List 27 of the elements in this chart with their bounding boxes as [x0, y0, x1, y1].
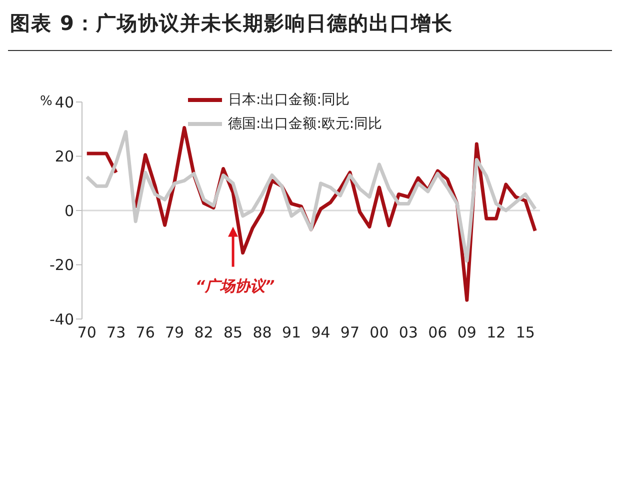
- x-tick-label: 09: [457, 324, 476, 342]
- y-tick-label: 20: [54, 148, 74, 166]
- y-tick-label: 0: [64, 202, 74, 220]
- x-tick-label: 06: [428, 324, 448, 342]
- y-tick-label: -20: [50, 256, 74, 274]
- x-tick-label: 85: [223, 324, 243, 342]
- y-tick-label: -40: [50, 310, 74, 328]
- y-axis-title: %: [40, 94, 52, 110]
- x-tick-label: 79: [165, 324, 184, 342]
- x-tick-label: 73: [106, 324, 126, 342]
- line-series: [85, 130, 537, 263]
- x-tick-label: 76: [136, 324, 155, 342]
- chart-title: 图表 9：广场协议并未长期影响日德的出口增长: [10, 10, 453, 37]
- x-tick-label: 03: [398, 324, 418, 342]
- x-tick-label: 12: [486, 324, 506, 342]
- x-tick-label: 88: [252, 324, 272, 342]
- y-tick-label: 40: [54, 93, 74, 112]
- legend-label: 日本:出口金额:同比: [228, 91, 350, 109]
- x-tick-label: 15: [516, 324, 535, 342]
- annotation: “广场协议”: [195, 276, 276, 295]
- x-tick-label: 70: [77, 324, 96, 342]
- x-tick-label: 97: [340, 324, 360, 342]
- x-tick-label: 82: [194, 324, 214, 342]
- x-tick-label: 91: [282, 324, 302, 342]
- legend-label: 德国:出口金额:欧元:同比: [228, 115, 382, 133]
- x-tick-label: 94: [311, 324, 330, 342]
- x-tick-label: 00: [370, 324, 389, 342]
